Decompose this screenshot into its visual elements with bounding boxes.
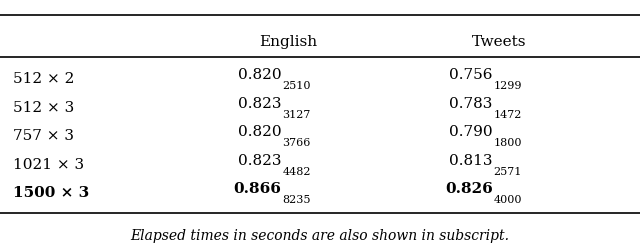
Text: 512 × 3: 512 × 3 <box>13 101 74 115</box>
Text: English: English <box>259 35 317 49</box>
Text: 1500 × 3: 1500 × 3 <box>13 186 89 200</box>
Text: 1800: 1800 <box>493 138 522 148</box>
Text: 0.783: 0.783 <box>449 97 493 111</box>
Text: 0.866: 0.866 <box>234 183 282 196</box>
Text: 0.820: 0.820 <box>238 125 282 139</box>
Text: 0.820: 0.820 <box>238 68 282 82</box>
Text: 8235: 8235 <box>282 195 311 205</box>
Text: 3766: 3766 <box>282 138 310 148</box>
Text: 0.756: 0.756 <box>449 68 493 82</box>
Text: 2571: 2571 <box>493 167 522 177</box>
Text: 1472: 1472 <box>493 110 522 120</box>
Text: 4000: 4000 <box>493 195 522 205</box>
Text: 4482: 4482 <box>282 167 311 177</box>
Text: 0.826: 0.826 <box>445 183 493 196</box>
Text: Elapsed times in seconds are also shown in subscript.: Elapsed times in seconds are also shown … <box>131 229 509 243</box>
Text: 2510: 2510 <box>282 81 311 91</box>
Text: 1021 × 3: 1021 × 3 <box>13 158 84 172</box>
Text: 757 × 3: 757 × 3 <box>13 129 74 143</box>
Text: 0.823: 0.823 <box>238 154 282 168</box>
Text: 0.813: 0.813 <box>449 154 493 168</box>
Text: 0.823: 0.823 <box>238 97 282 111</box>
Text: 1299: 1299 <box>493 81 522 91</box>
Text: 0.790: 0.790 <box>449 125 493 139</box>
Text: 512 × 2: 512 × 2 <box>13 72 74 86</box>
Text: Tweets: Tweets <box>472 35 527 49</box>
Text: 3127: 3127 <box>282 110 310 120</box>
